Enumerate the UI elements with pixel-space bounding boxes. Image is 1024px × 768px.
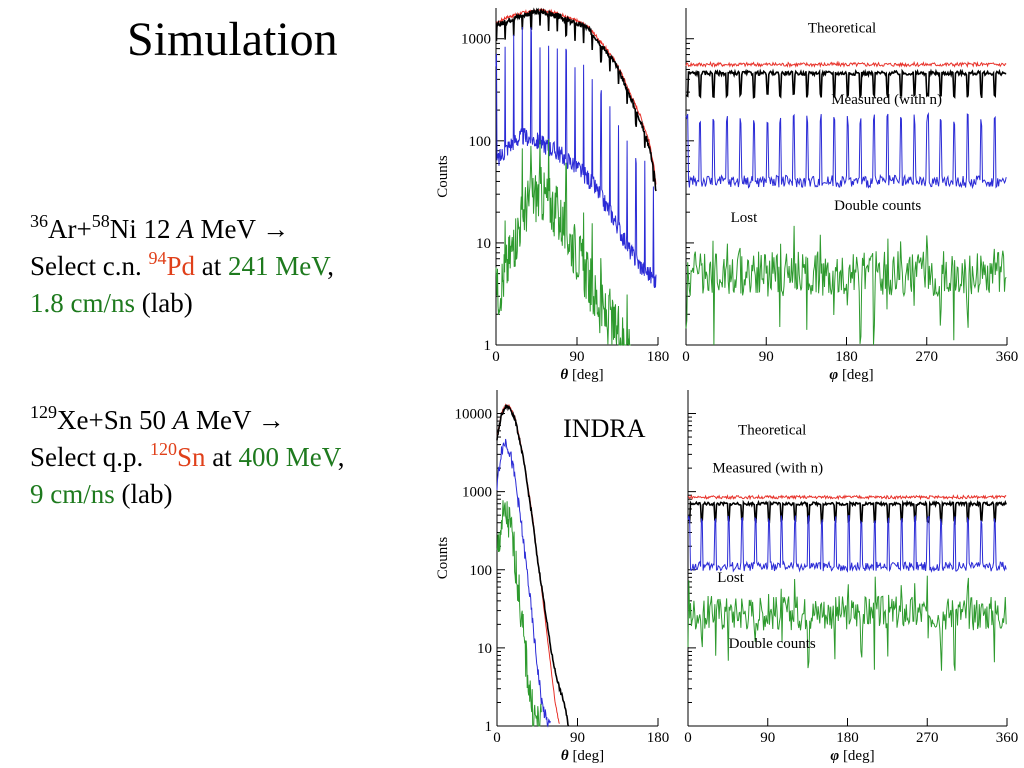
y-tick-label: 1000 (462, 485, 492, 501)
series-lost-line (685, 112, 1007, 190)
x-tick-label: 180 (647, 730, 670, 746)
element: Ar+ (48, 214, 92, 244)
annotation-label: Lost (731, 210, 759, 226)
series-double-line (496, 500, 542, 727)
connector: at (205, 442, 239, 472)
x-axis-label: φ [deg] (830, 748, 874, 764)
selected-energy: 241 MeV (228, 251, 328, 281)
x-tick-label: 180 (647, 349, 670, 365)
x-axis-label: θ [deg] (560, 367, 603, 383)
x-tick-label: 360 (996, 730, 1019, 746)
velocity-line: 9 cm/ns (lab) (30, 476, 345, 513)
x-tick-label: 0 (682, 349, 690, 365)
annotation-label: INDRA (563, 414, 646, 443)
x-axis-label: φ [deg] (829, 367, 873, 383)
y-tick-label: 10 (476, 236, 491, 252)
series-lost-line (496, 438, 551, 728)
annotation-label: Measured (with n) (712, 461, 823, 477)
mass-number: 58 (91, 211, 110, 231)
annotation-label: Double counts (729, 636, 816, 652)
x-tick-label: 0 (492, 349, 500, 365)
reaction-line: 129Xe+Sn 50 A MeV → (30, 402, 345, 439)
connector: at (195, 251, 228, 281)
x-axis-symbol: θ (560, 367, 568, 383)
annotation-label: Theoretical (738, 422, 806, 438)
selection-prefix: Select q.p. (30, 442, 150, 472)
x-tick-label: 90 (570, 349, 585, 365)
velocity-line: 1.8 cm/ns (lab) (30, 285, 334, 322)
series-double-line (685, 225, 1007, 346)
x-tick-label: 270 (916, 730, 939, 746)
nucleus: Sn (176, 442, 206, 472)
annotation-label: Double counts (834, 198, 921, 214)
x-tick-label: 180 (836, 730, 859, 746)
series-measured-line (495, 7, 657, 192)
series-double-line (495, 138, 631, 346)
series-measured-line (496, 404, 570, 727)
frame: (lab) (114, 479, 173, 509)
mass-number: 120 (149, 439, 177, 459)
x-axis-unit: [deg] (569, 748, 604, 764)
y-tick-label: 1 (484, 338, 492, 354)
mass-number: 129 (30, 402, 57, 422)
selection-prefix: Select c.n. (30, 251, 149, 281)
y-tick-label: 1 (485, 719, 493, 735)
series-double-line (687, 575, 1007, 671)
unit-a: A (177, 214, 194, 244)
reaction-line: 36Ar+58Ni 12 A MeV → (30, 211, 334, 248)
x-tick-label: 0 (684, 730, 692, 746)
series-theoretical-line (495, 7, 657, 185)
reaction-block-ar-ni: 36Ar+58Ni 12 A MeV → Select c.n. 94Pd at… (30, 211, 334, 322)
y-tick-label: 100 (470, 563, 493, 579)
reaction-block-xe-sn: 129Xe+Sn 50 A MeV → Select q.p. 120Sn at… (30, 402, 345, 513)
slide-title: Simulation (127, 13, 338, 66)
annotation-label: Theoretical (808, 21, 876, 37)
velocity: 9 cm/ns (30, 479, 115, 509)
series-measured-line (687, 499, 1007, 526)
y-tick-label: 10 (477, 641, 492, 657)
x-tick-label: 0 (493, 730, 501, 746)
x-tick-label: 360 (996, 349, 1019, 365)
selection-line: Select q.p. 120Sn at 400 MeV, (30, 439, 345, 476)
annotation-label: Measured (with n) (831, 92, 942, 108)
x-axis-symbol: θ (561, 748, 569, 764)
x-axis-unit: [deg] (568, 367, 603, 383)
frame: (lab) (135, 288, 193, 318)
x-axis-symbol: φ (829, 367, 838, 383)
series-lost-line (687, 514, 1007, 573)
series-theoretical-line (685, 60, 1007, 69)
x-tick-label: 90 (760, 730, 775, 746)
annotation-label: Lost (717, 570, 745, 586)
x-tick-label: 90 (570, 730, 585, 746)
x-tick-label: 90 (759, 349, 774, 365)
x-tick-label: 180 (835, 349, 858, 365)
element: Xe+Sn 50 (57, 405, 173, 435)
element: Ni 12 (109, 214, 178, 244)
x-axis-symbol: φ (830, 748, 839, 764)
comma: , (327, 251, 335, 281)
energy-unit: MeV → (189, 405, 285, 435)
y-axis-label: Counts (435, 155, 451, 198)
series-measured-line (685, 68, 1007, 99)
selected-energy: 400 MeV (238, 442, 338, 472)
unit-a: A (172, 405, 190, 435)
mass-number: 36 (30, 211, 48, 231)
series-theoretical-line (687, 494, 1007, 501)
x-axis-unit: [deg] (839, 748, 874, 764)
y-tick-label: 1000 (461, 32, 491, 48)
selection-line: Select c.n. 94Pd at 241 MeV, (30, 248, 334, 285)
x-tick-label: 270 (916, 349, 939, 365)
x-axis-label: θ [deg] (561, 748, 604, 764)
energy-unit: MeV → (193, 214, 290, 244)
x-axis-unit: [deg] (838, 367, 873, 383)
y-axis-label: Counts (435, 537, 451, 580)
y-tick-label: 10000 (455, 407, 493, 423)
comma: , (337, 442, 345, 472)
y-tick-label: 100 (469, 134, 492, 150)
velocity: 1.8 cm/ns (30, 288, 135, 318)
nucleus: Pd (166, 251, 195, 281)
mass-number: 94 (148, 248, 167, 268)
series-lost-line (495, 26, 657, 289)
